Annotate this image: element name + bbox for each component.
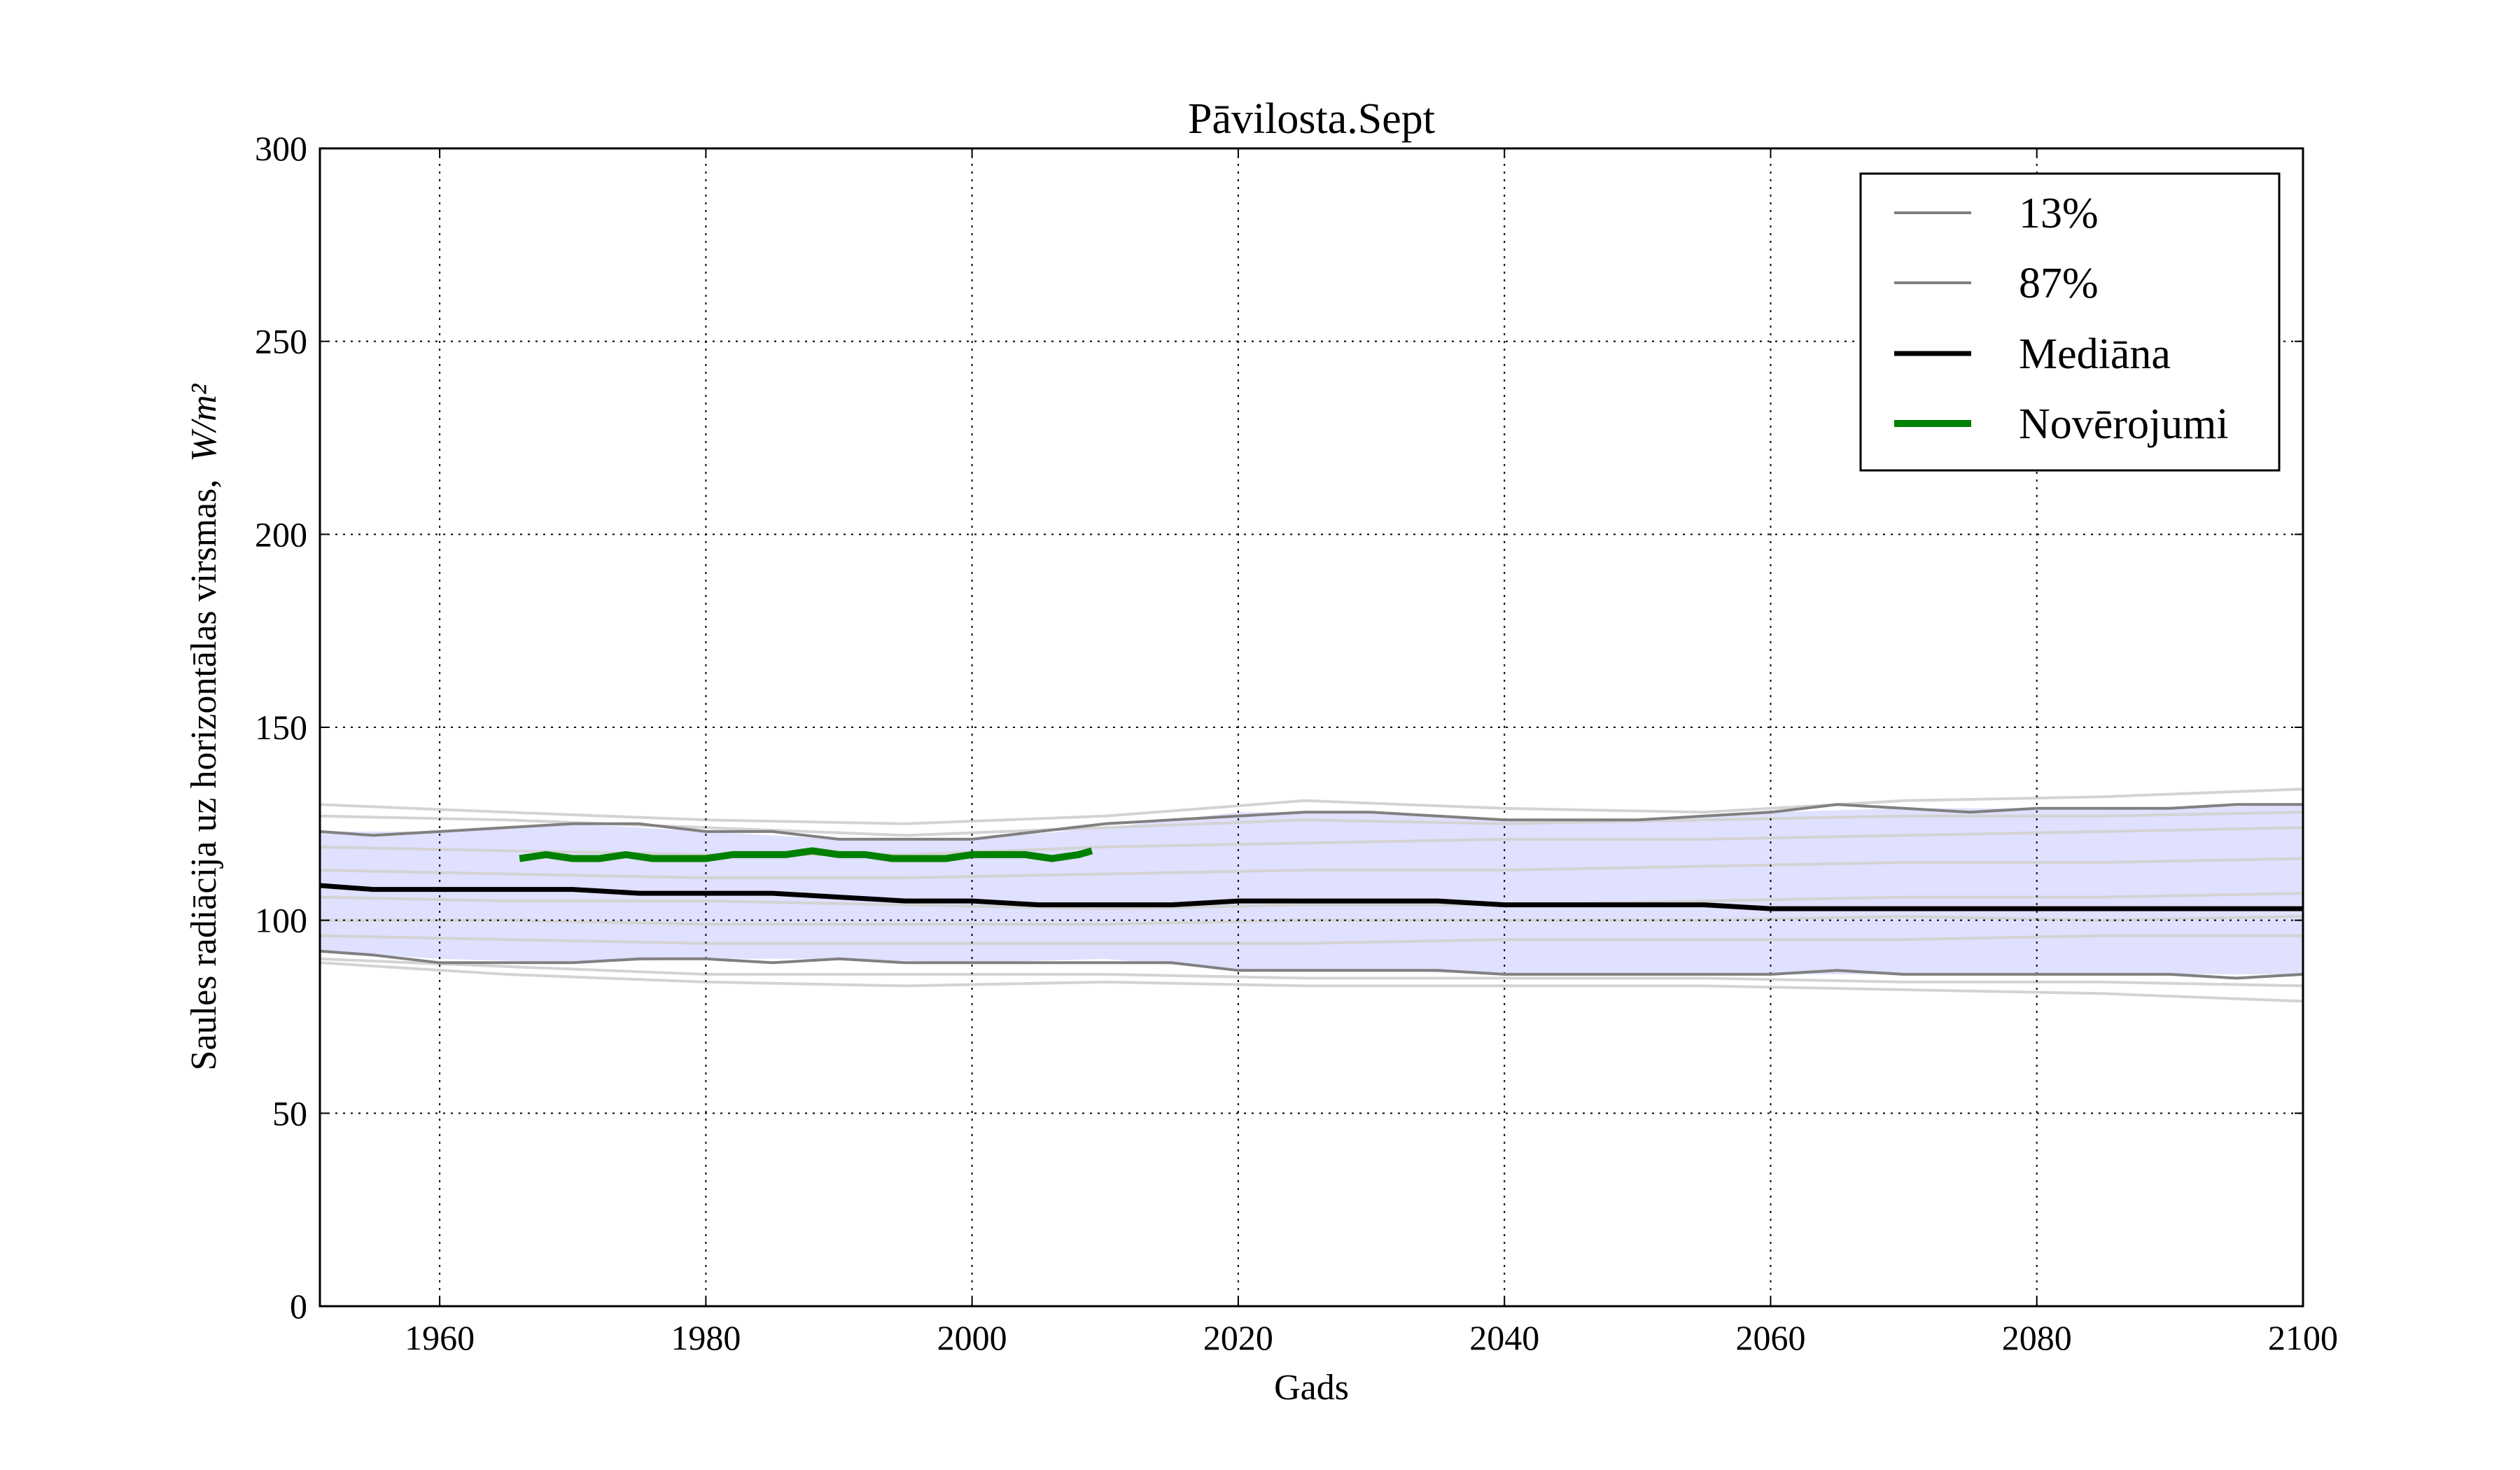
- series-line-13pct: [320, 949, 2303, 980]
- y-tick-label: 250: [255, 322, 307, 361]
- ensemble-line-5: [320, 892, 2303, 911]
- x-tick-label: 2040: [1469, 1318, 1539, 1357]
- legend-label: Novērojumi: [2019, 400, 2229, 448]
- y-tick-label: 300: [255, 129, 307, 168]
- x-tick-label: 2100: [2268, 1318, 2338, 1357]
- y-axis-label-text: Saules radiācija uz horizontālas virsmas…: [184, 479, 224, 1071]
- x-tick-label: 2000: [937, 1318, 1007, 1357]
- legend-label: 13%: [2019, 190, 2099, 237]
- y-axis-label-unit: W/m²: [184, 383, 224, 461]
- ensemble-line-6: [320, 915, 2303, 926]
- y-tick-label: 0: [290, 1287, 307, 1326]
- x-tick-label: 2080: [2002, 1318, 2072, 1357]
- ensemble-line-1: [320, 788, 2303, 825]
- series-line-observations: [519, 847, 1093, 862]
- legend: 13% 87% Mediāna Novērojumi: [1859, 172, 2281, 472]
- y-tick-label: 150: [255, 708, 307, 747]
- y-tick-label: 100: [255, 901, 307, 940]
- ensemble-line-7: [320, 934, 2303, 945]
- legend-label: 87%: [2019, 260, 2099, 307]
- plot-area: [320, 148, 2303, 1306]
- x-tick-label: 2060: [1735, 1318, 1805, 1357]
- ensemble-line-4: [320, 857, 2303, 879]
- legend-label: Mediāna: [2019, 330, 2171, 378]
- chart-title: Pāvilosta.Sept: [1188, 95, 1435, 143]
- y-tick-label: 50: [272, 1093, 307, 1133]
- y-axis-label: Saules radiācija uz horizontālas virsmas…: [184, 383, 224, 1070]
- x-tick-label: 1980: [671, 1318, 741, 1357]
- y-tick-label: 200: [255, 514, 307, 554]
- legend-item-13pct: 13%: [1894, 190, 2099, 237]
- series-line-87pct: [320, 803, 2303, 841]
- ensemble-line-9: [320, 961, 2303, 1003]
- legend-item-87pct: 87%: [1894, 260, 2099, 307]
- x-axis-label: Gads: [1274, 1368, 1349, 1408]
- x-tick-label: 2020: [1203, 1318, 1273, 1357]
- plot-inner: [320, 148, 2303, 1306]
- axes: 1960 1980 2000 2020 2040 2060 2080 2100 0 50 100 15…: [255, 129, 2338, 1357]
- series-line-median: [320, 883, 2303, 911]
- range-band: [320, 804, 2303, 974]
- x-tick-label: 1960: [405, 1318, 475, 1357]
- legend-item-median: Mediāna: [1894, 330, 2171, 378]
- ensemble-line-8: [320, 957, 2303, 988]
- legend-item-observations: Novērojumi: [1894, 400, 2229, 448]
